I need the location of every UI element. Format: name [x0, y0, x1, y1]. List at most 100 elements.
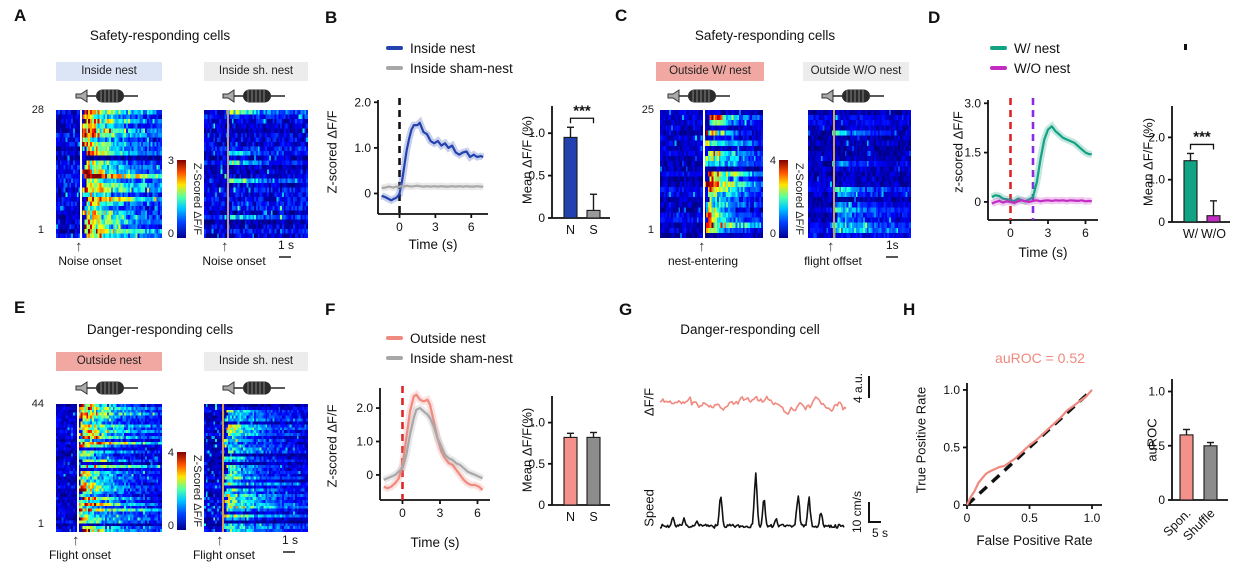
svg-text:1.5: 1.5	[964, 146, 981, 160]
svg-text:S: S	[589, 223, 597, 237]
panel-c-left-chip: Outside W/ nest	[656, 62, 764, 81]
svg-text:0.5: 0.5	[528, 169, 545, 183]
legend-label: W/O nest	[1014, 60, 1071, 76]
event-line	[221, 404, 224, 532]
row-count-top: 44	[31, 398, 44, 410]
colorbar-label: Z-Scored ΔF/F	[793, 162, 805, 236]
panel-e-left-chip: Outside nest	[56, 352, 162, 371]
speed-scalebar-h	[868, 521, 881, 523]
svg-text:0: 0	[1158, 493, 1165, 507]
mean-dff-bar-chart: 0 1.0 2.0 W/W/O ***	[1148, 106, 1230, 241]
legend-swatch	[990, 66, 1007, 70]
svg-text:0: 0	[964, 511, 971, 525]
event-label: Flight onset	[48, 548, 112, 562]
svg-text:0.5: 0.5	[528, 457, 545, 471]
svg-text:1.0: 1.0	[356, 434, 373, 448]
heatmap-inside-sham-nest	[204, 404, 308, 532]
svg-text:W/O: W/O	[1201, 227, 1226, 241]
time-scalebar-label: 1 s	[278, 238, 295, 252]
legend-label: Outside nest	[410, 330, 486, 346]
svg-text:1.0: 1.0	[1148, 385, 1165, 399]
colorbar-max: 4	[769, 155, 776, 167]
legend-label: Inside nest	[410, 40, 476, 56]
speed-scalebar-label: 10 cm/s	[850, 490, 864, 534]
speaker-noise-icon	[222, 381, 285, 395]
speaker-noise-icon	[667, 89, 730, 103]
dff-trace	[659, 395, 847, 415]
legend-row: Inside sham-nest	[386, 348, 513, 368]
panel-g-letter: G	[619, 300, 633, 319]
colorbar	[177, 452, 186, 530]
time-scalebar-label: 1 s	[282, 533, 299, 547]
panel-e-right-chip: Inside sh. nest	[204, 352, 308, 371]
svg-text:3: 3	[1045, 226, 1052, 240]
y-axis-label: Z-scored ΔF/F	[324, 110, 340, 194]
panel-g-title: Danger-responding cell	[680, 322, 820, 337]
panel-b-letter: B	[325, 8, 338, 27]
psth-line-chart: 0 1.0 2.0 0 3 6 Time (s)	[354, 95, 488, 252]
row-count-bottom: 1	[37, 518, 44, 530]
heatmap-outside-with-nest	[660, 110, 763, 238]
legend-swatch	[386, 356, 403, 360]
event-label: flight offset	[804, 254, 862, 268]
heatmap-outside-without-nest	[808, 110, 911, 238]
up-arrow-icon: ↑	[216, 532, 224, 549]
svg-text:1.0: 1.0	[1148, 173, 1165, 187]
panel-a-left-chip: Inside nest	[56, 62, 162, 81]
svg-text:0: 0	[1007, 226, 1014, 240]
event-line	[832, 110, 835, 238]
svg-text:0: 0	[538, 211, 545, 225]
time-scalebar-label: 1s	[886, 238, 899, 252]
row-count-bottom: 1	[37, 224, 44, 236]
speaker-noise-icon	[75, 89, 138, 103]
up-arrow-icon: ↑	[221, 238, 229, 255]
svg-text:Time (s): Time (s)	[1019, 245, 1068, 260]
event-line	[703, 110, 706, 238]
panel-f-legend: Outside nest Inside sham-nest	[386, 328, 513, 368]
legend-swatch	[386, 66, 403, 70]
legend-row: Inside sham-nest	[386, 58, 513, 78]
svg-text:S: S	[589, 510, 597, 524]
svg-text:Time (s): Time (s)	[411, 535, 460, 550]
colorbar-min: 0	[769, 228, 776, 240]
svg-text:6: 6	[1082, 226, 1089, 240]
svg-text:1.0: 1.0	[1084, 511, 1101, 525]
svg-text:***: ***	[573, 102, 591, 119]
legend-swatch	[386, 46, 403, 50]
panel-c-title: Safety-responding cells	[694, 28, 836, 43]
event-label: nest-entering	[667, 254, 739, 268]
colorbar	[779, 160, 788, 238]
panel-a-letter: A	[14, 6, 27, 25]
svg-text:1.0: 1.0	[528, 126, 545, 140]
legend-label: Inside sham-nest	[410, 60, 513, 76]
svg-text:False Positive Rate: False Positive Rate	[976, 533, 1092, 548]
time-scalebar	[279, 256, 291, 258]
row-count-top: 28	[31, 104, 44, 116]
up-arrow-icon: ↑	[698, 238, 706, 255]
legend-row: W/O nest	[990, 58, 1070, 78]
svg-text:0.5: 0.5	[1021, 511, 1038, 525]
panel-c-letter: C	[615, 6, 628, 25]
psth-line-chart: 0 1.5 3.0 0 3 6 Time (s)	[964, 96, 1098, 260]
panel-a-title: Safety-responding cells	[89, 28, 231, 43]
svg-text:0: 0	[974, 195, 981, 209]
psth-line-chart: 0 1.0 2.0 0 3 6 Time (s)	[356, 386, 490, 550]
svg-text:***: ***	[1193, 128, 1211, 145]
speaker-noise-icon	[222, 89, 285, 103]
svg-text:1.0: 1.0	[354, 141, 371, 155]
heatmap-outside-nest	[56, 404, 162, 532]
event-label: Noise onset	[58, 254, 122, 268]
speaker-noise-icon	[821, 89, 884, 103]
svg-text:0.5: 0.5	[1148, 439, 1165, 453]
event-line	[226, 110, 229, 238]
panel-e-letter: E	[14, 298, 26, 317]
svg-text:3.0: 3.0	[964, 96, 981, 110]
heatmap-inside-nest	[56, 110, 162, 238]
legend-swatch	[990, 46, 1007, 50]
row-count-top: 25	[641, 104, 654, 116]
panel-f-letter: F	[325, 300, 336, 319]
panel-c-right-chip: Outside W/O nest	[803, 62, 909, 81]
svg-text:0: 0	[366, 468, 373, 482]
speaker-noise-icon	[75, 381, 138, 395]
speed-scalebar-v	[868, 502, 870, 523]
